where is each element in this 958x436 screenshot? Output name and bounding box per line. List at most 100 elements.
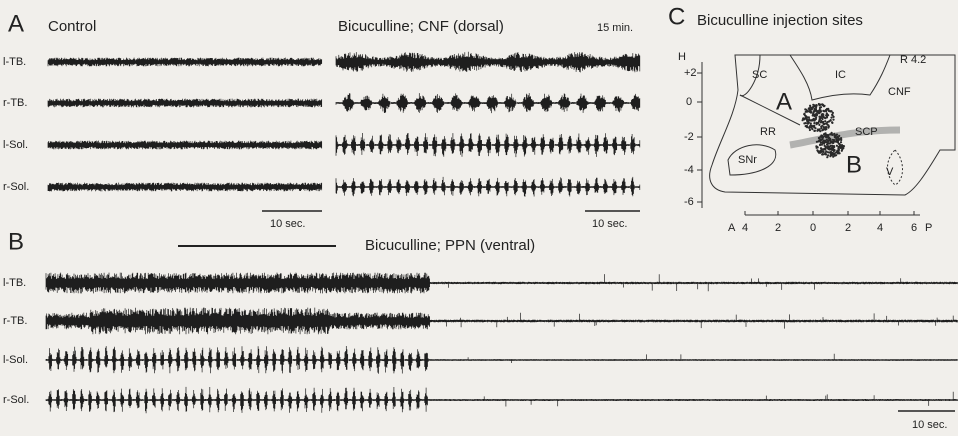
panel-label: B xyxy=(8,228,24,255)
site-dot xyxy=(804,110,807,113)
emg-traces xyxy=(45,51,958,414)
site-dot xyxy=(837,148,841,151)
site-dot xyxy=(816,110,820,113)
site-dot xyxy=(822,120,825,123)
site-dot xyxy=(827,139,830,143)
site-dot xyxy=(824,135,827,138)
x-tick-label: 4 xyxy=(742,222,748,234)
site-dot xyxy=(831,141,835,145)
region-label: SNr xyxy=(738,154,757,166)
site-dot xyxy=(809,110,813,113)
site-dot xyxy=(826,145,829,148)
site-dot xyxy=(840,138,843,142)
emg-trace xyxy=(47,140,323,150)
site-dot xyxy=(823,142,826,145)
site-dot xyxy=(818,112,821,115)
site-dot xyxy=(840,144,844,147)
x-tick-label: A xyxy=(728,222,736,234)
region-label: V xyxy=(886,166,894,178)
site-dot xyxy=(803,112,806,115)
y-tick-label: -6 xyxy=(684,196,694,208)
x-tick-label: 4 xyxy=(877,222,883,234)
emg-trace xyxy=(335,133,641,158)
row-label: l-Sol. xyxy=(3,139,28,151)
site-dot xyxy=(838,134,841,137)
region-label: A xyxy=(776,88,792,115)
site-dot xyxy=(819,109,822,112)
row-label: r-Sol. xyxy=(3,181,29,193)
site-dot xyxy=(822,128,826,131)
site-dot xyxy=(833,132,836,135)
region-label: SC xyxy=(752,69,767,81)
site-dot xyxy=(807,116,811,119)
site-dot xyxy=(806,110,810,113)
site-dot xyxy=(832,115,835,118)
site-dot xyxy=(831,121,834,124)
site-dot xyxy=(814,127,817,130)
site-dot xyxy=(829,119,832,122)
site-dot xyxy=(810,107,814,110)
site-dot xyxy=(820,125,823,128)
site-dot xyxy=(839,141,843,144)
site-dot xyxy=(824,145,827,148)
emg-trace xyxy=(45,307,958,335)
site-dot xyxy=(836,150,839,153)
site-dot xyxy=(813,129,816,132)
site-dot xyxy=(825,150,828,153)
region-label: RR xyxy=(760,126,776,138)
site-dot xyxy=(831,111,835,114)
site-dot xyxy=(831,146,834,149)
injection-sites xyxy=(801,102,846,159)
site-dot xyxy=(822,122,826,125)
brain-outline xyxy=(697,54,956,216)
emg-trace xyxy=(335,93,641,114)
site-dot xyxy=(818,123,821,126)
site-dot xyxy=(809,106,812,109)
site-dot xyxy=(819,106,823,109)
site-dot xyxy=(822,153,825,156)
site-dot xyxy=(832,118,835,121)
site-dot xyxy=(812,124,816,127)
site-dot xyxy=(811,106,815,109)
site-dot xyxy=(836,152,839,155)
site-dot xyxy=(823,116,826,119)
site-dot xyxy=(822,114,825,117)
site-dot xyxy=(817,102,821,106)
x-tick-label: P xyxy=(925,222,932,234)
site-dot xyxy=(815,104,818,107)
site-dot xyxy=(838,144,841,147)
site-dot xyxy=(818,128,821,131)
site-dot xyxy=(829,147,832,150)
site-dot xyxy=(832,138,836,142)
site-dot xyxy=(829,155,832,158)
site-dot xyxy=(821,136,825,139)
site-dot xyxy=(828,151,831,154)
site-dot xyxy=(835,144,839,147)
site-dot xyxy=(827,148,830,151)
x-tick-label: 2 xyxy=(775,222,781,234)
site-dot xyxy=(809,104,812,107)
site-dot xyxy=(804,108,807,111)
site-dot xyxy=(812,112,815,115)
y-tick-label: -4 xyxy=(684,164,694,176)
site-dot xyxy=(815,145,819,148)
emg-trace xyxy=(47,57,323,67)
site-dot xyxy=(827,135,830,138)
site-dot xyxy=(835,133,839,136)
x-tick-label: 0 xyxy=(810,222,816,234)
site-dot xyxy=(830,152,833,155)
site-dot xyxy=(821,117,824,121)
site-dot xyxy=(803,118,806,121)
site-dot xyxy=(825,128,828,131)
row-label: r-TB. xyxy=(3,97,27,109)
site-dot xyxy=(816,149,819,152)
site-dot xyxy=(821,141,824,144)
site-dot xyxy=(830,110,833,113)
site-dot xyxy=(821,113,824,116)
scale-label: 10 sec. xyxy=(912,419,947,431)
site-dot xyxy=(832,155,835,158)
site-dot xyxy=(824,132,827,135)
panel-label: A xyxy=(8,10,24,37)
site-dot xyxy=(805,116,808,119)
site-dot xyxy=(822,109,825,112)
